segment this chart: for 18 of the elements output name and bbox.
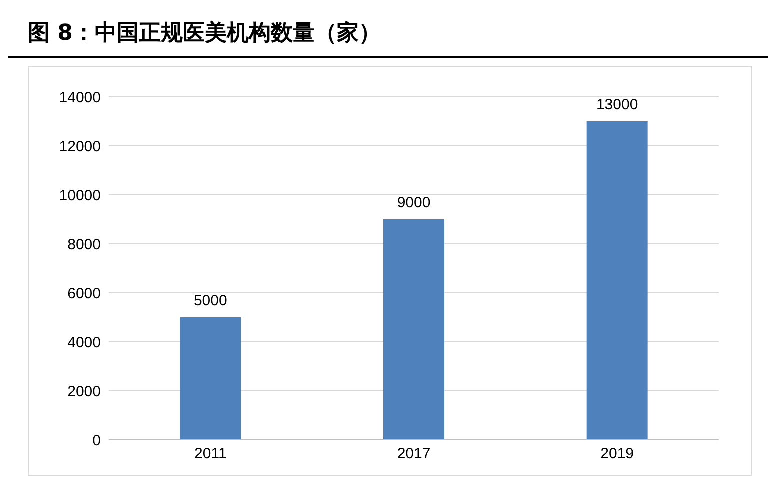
y-tick-label: 2000 (68, 383, 101, 400)
bar (180, 318, 242, 440)
y-tick-label: 14000 (59, 89, 101, 106)
x-tick-label: 2019 (600, 446, 634, 463)
chart-title: 图 8：中国正规医美机构数量（家） (8, 8, 768, 58)
bar (384, 220, 444, 440)
y-tick-label: 8000 (68, 236, 101, 254)
data-label: 9000 (397, 194, 431, 212)
data-label: 5000 (194, 292, 228, 310)
y-tick-label: 12000 (59, 138, 101, 156)
data-label: 13000 (596, 96, 638, 114)
y-tick-label: 0 (92, 432, 101, 450)
y-tick-label: 4000 (68, 334, 101, 352)
y-tick-label: 6000 (68, 285, 101, 302)
bar (586, 122, 648, 440)
y-tick-label: 10000 (59, 187, 101, 204)
x-tick-label: 2011 (194, 446, 227, 463)
x-tick-label: 2017 (397, 446, 431, 463)
